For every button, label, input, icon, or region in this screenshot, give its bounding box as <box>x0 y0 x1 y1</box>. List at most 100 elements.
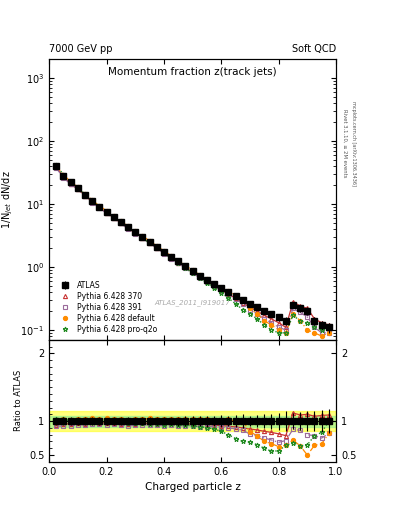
Pythia 6.428 370 <box>212 283 217 289</box>
Pythia 6.428 370 <box>169 254 173 261</box>
Text: Rivet 3.1.10, ≥ 2M events: Rivet 3.1.10, ≥ 2M events <box>343 109 348 178</box>
Pythia 6.428 default <box>190 267 195 273</box>
Pythia 6.428 pro-q2o <box>154 245 159 251</box>
Pythia 6.428 default <box>162 248 166 254</box>
Pythia 6.428 default <box>176 258 181 264</box>
Bar <box>49 411 336 431</box>
Pythia 6.428 370 <box>312 316 317 322</box>
Pythia 6.428 370 <box>183 264 188 270</box>
Text: 7000 GeV pp: 7000 GeV pp <box>49 44 113 54</box>
Pythia 6.428 pro-q2o <box>97 204 102 210</box>
Pythia 6.428 pro-q2o <box>126 225 130 231</box>
Pythia 6.428 391 <box>197 275 202 281</box>
Pythia 6.428 370 <box>276 319 281 326</box>
Pythia 6.428 370 <box>327 322 331 328</box>
Line: Pythia 6.428 pro-q2o: Pythia 6.428 pro-q2o <box>54 163 331 335</box>
Pythia 6.428 default <box>97 203 102 209</box>
Pythia 6.428 370 <box>83 193 87 199</box>
Pythia 6.428 391 <box>133 230 138 237</box>
Pythia 6.428 pro-q2o <box>133 229 138 236</box>
Pythia 6.428 default <box>298 317 303 324</box>
Pythia 6.428 default <box>111 213 116 219</box>
Pythia 6.428 370 <box>68 181 73 187</box>
Pythia 6.428 370 <box>319 319 324 326</box>
Pythia 6.428 pro-q2o <box>226 295 231 301</box>
Pythia 6.428 default <box>305 327 310 333</box>
Line: Pythia 6.428 391: Pythia 6.428 391 <box>54 166 331 335</box>
Pythia 6.428 pro-q2o <box>83 191 87 198</box>
Pythia 6.428 default <box>126 223 130 229</box>
Pythia 6.428 391 <box>147 240 152 246</box>
Pythia 6.428 default <box>197 272 202 278</box>
Text: Momentum fraction z(track jets): Momentum fraction z(track jets) <box>108 67 277 77</box>
Pythia 6.428 391 <box>75 186 80 193</box>
Pythia 6.428 391 <box>212 283 217 289</box>
Pythia 6.428 391 <box>183 265 188 271</box>
Pythia 6.428 391 <box>162 250 166 257</box>
Pythia 6.428 391 <box>248 307 252 313</box>
Pythia 6.428 370 <box>255 308 259 314</box>
Pythia 6.428 391 <box>219 288 224 294</box>
Pythia 6.428 default <box>133 228 138 234</box>
Pythia 6.428 pro-q2o <box>169 255 173 261</box>
Pythia 6.428 pro-q2o <box>90 198 95 204</box>
Pythia 6.428 391 <box>97 205 102 211</box>
Pythia 6.428 pro-q2o <box>61 172 66 178</box>
Pythia 6.428 pro-q2o <box>327 324 331 330</box>
Pythia 6.428 pro-q2o <box>212 285 217 291</box>
Line: Pythia 6.428 default: Pythia 6.428 default <box>54 164 331 338</box>
Pythia 6.428 pro-q2o <box>111 215 116 221</box>
Pythia 6.428 391 <box>119 220 123 226</box>
Pythia 6.428 pro-q2o <box>312 324 317 330</box>
Pythia 6.428 default <box>83 190 87 197</box>
Pythia 6.428 default <box>169 253 173 259</box>
Pythia 6.428 391 <box>126 226 130 232</box>
Pythia 6.428 391 <box>283 327 288 333</box>
Pythia 6.428 370 <box>119 220 123 226</box>
Pythia 6.428 391 <box>154 245 159 251</box>
Pythia 6.428 default <box>283 330 288 336</box>
Pythia 6.428 pro-q2o <box>319 327 324 333</box>
Pythia 6.428 370 <box>233 295 238 301</box>
Pythia 6.428 391 <box>68 181 73 187</box>
Pythia 6.428 default <box>154 243 159 249</box>
Pythia 6.428 pro-q2o <box>283 330 288 336</box>
Pythia 6.428 default <box>233 292 238 298</box>
Pythia 6.428 370 <box>197 273 202 280</box>
Pythia 6.428 pro-q2o <box>305 319 310 326</box>
Pythia 6.428 370 <box>269 316 274 322</box>
Pythia 6.428 default <box>54 163 59 169</box>
Pythia 6.428 391 <box>83 193 87 199</box>
Pythia 6.428 default <box>90 197 95 203</box>
Pythia 6.428 default <box>147 238 152 244</box>
Pythia 6.428 default <box>68 179 73 185</box>
Pythia 6.428 370 <box>90 199 95 205</box>
Pythia 6.428 391 <box>104 210 109 217</box>
Y-axis label: Ratio to ATLAS: Ratio to ATLAS <box>14 370 23 432</box>
Pythia 6.428 391 <box>140 236 145 242</box>
Pythia 6.428 pro-q2o <box>298 317 303 324</box>
Pythia 6.428 370 <box>241 300 245 306</box>
Pythia 6.428 pro-q2o <box>119 219 123 225</box>
Y-axis label: 1/N$_{jet}$ dN/dz: 1/N$_{jet}$ dN/dz <box>0 170 15 229</box>
Pythia 6.428 370 <box>126 225 130 231</box>
Pythia 6.428 pro-q2o <box>248 311 252 317</box>
Pythia 6.428 pro-q2o <box>162 250 166 256</box>
Pythia 6.428 default <box>269 322 274 328</box>
Pythia 6.428 pro-q2o <box>233 301 238 307</box>
Pythia 6.428 391 <box>262 316 267 322</box>
Pythia 6.428 default <box>291 311 296 317</box>
Pythia 6.428 pro-q2o <box>54 162 59 168</box>
Pythia 6.428 default <box>255 311 259 317</box>
Pythia 6.428 pro-q2o <box>269 327 274 333</box>
Pythia 6.428 default <box>327 330 331 336</box>
Pythia 6.428 default <box>219 285 224 291</box>
Pythia 6.428 391 <box>90 200 95 206</box>
Pythia 6.428 370 <box>147 240 152 246</box>
Text: mcplots.cern.ch [arXiv:1306.3436]: mcplots.cern.ch [arXiv:1306.3436] <box>351 101 356 186</box>
Pythia 6.428 391 <box>190 270 195 276</box>
Pythia 6.428 370 <box>133 230 138 236</box>
Pythia 6.428 pro-q2o <box>219 290 224 296</box>
Pythia 6.428 default <box>183 263 188 269</box>
Pythia 6.428 391 <box>176 260 181 266</box>
